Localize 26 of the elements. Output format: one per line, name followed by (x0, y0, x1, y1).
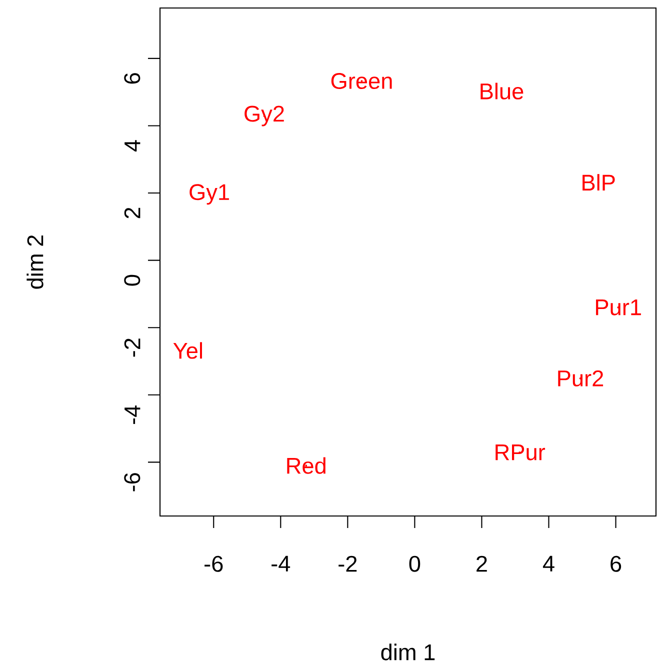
y-tick-label: 2 (124, 208, 140, 218)
data-label: BlP (582, 174, 615, 190)
x-axis-title: dim 1 (381, 644, 435, 660)
data-label: Pur2 (558, 370, 604, 386)
x-tick-label: 2 (476, 556, 487, 572)
x-tick-label: -4 (272, 556, 290, 572)
data-label: RPur (496, 444, 546, 460)
data-label: Gy2 (244, 106, 284, 126)
data-label: Pur1 (596, 300, 641, 316)
y-tick-label: -4 (124, 405, 140, 424)
x-tick-label: 4 (542, 556, 554, 572)
y-tick-label: 6 (124, 73, 140, 84)
y-tick-label: -6 (124, 473, 140, 492)
x-tick-label: 6 (610, 556, 622, 572)
x-tick-label: -2 (338, 556, 357, 572)
data-label: Green (331, 72, 392, 90)
data-label: Yel (173, 342, 202, 359)
y-axis-title: dim 2 (26, 235, 44, 289)
y-tick-label: 4 (124, 140, 140, 152)
x-tick-label: -6 (204, 556, 223, 572)
y-tick-label: -2 (124, 338, 140, 357)
data-label: Blue (480, 82, 524, 100)
x-tick-label: 0 (409, 556, 420, 572)
data-label: Gy1 (190, 184, 229, 205)
data-label: Red (287, 457, 326, 474)
y-tick-label: 0 (124, 274, 140, 286)
